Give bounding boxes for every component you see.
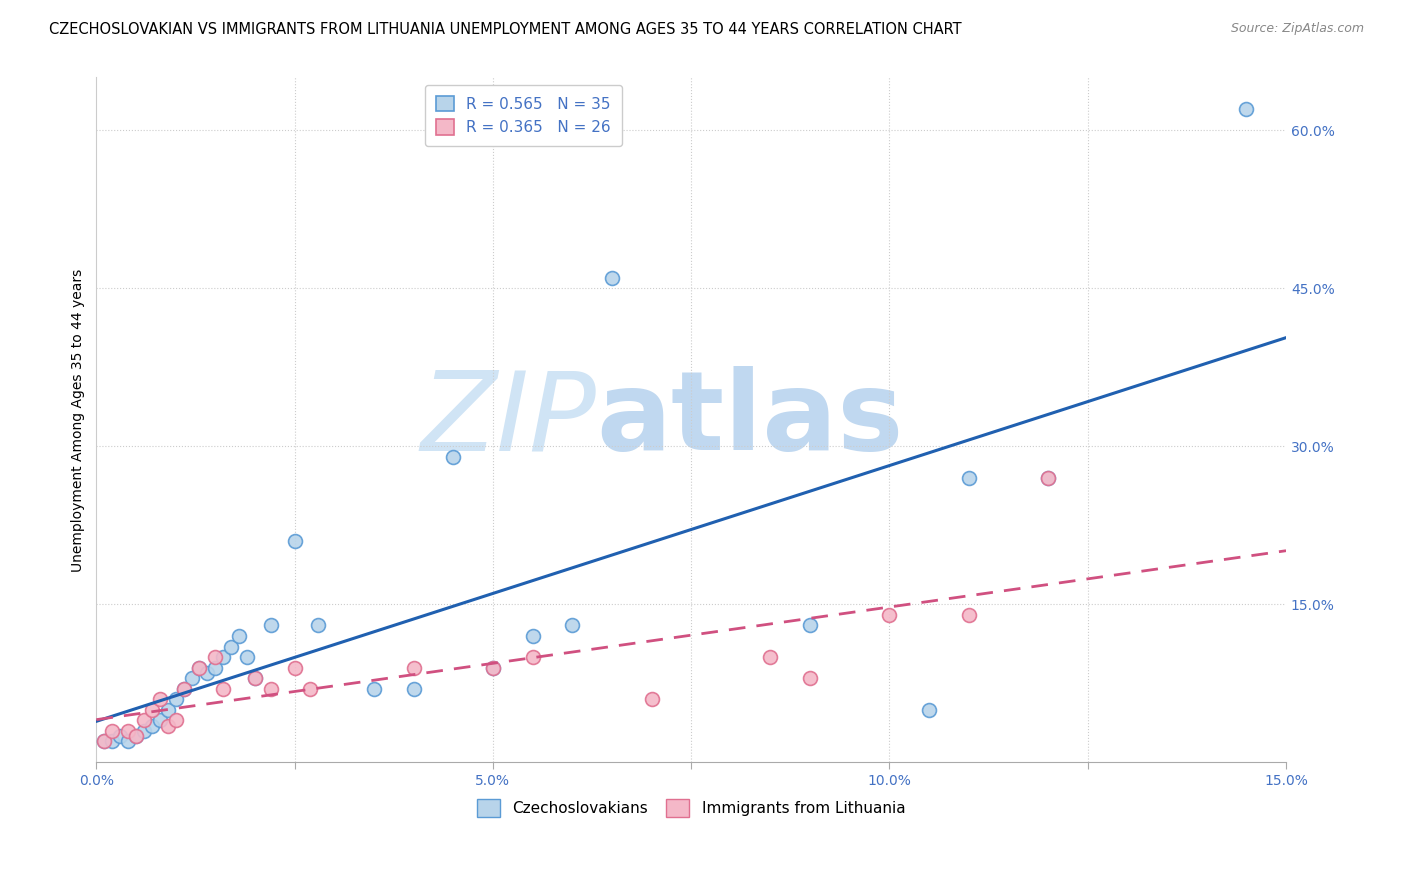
Point [117,734,139,748]
Point [156,718,179,732]
Point [1036,471,1059,485]
Point [188,660,211,674]
Point [363,681,385,696]
Point [1234,102,1257,116]
Point [482,660,505,674]
Point [799,671,821,685]
Point [260,681,283,696]
Point [117,723,139,738]
Point [284,534,307,549]
Point [482,660,505,674]
Point [141,718,163,732]
Point [101,734,124,748]
Point [640,692,662,706]
Point [101,723,124,738]
Point [173,681,195,696]
Point [180,671,202,685]
Point [402,681,425,696]
Point [236,650,259,665]
Point [243,671,266,685]
Point [561,618,583,632]
Point [402,660,425,674]
Point [243,671,266,685]
Point [260,618,283,632]
Point [132,713,155,727]
Point [149,692,172,706]
Point [284,660,307,674]
Point [212,681,235,696]
Point [212,650,235,665]
Point [197,665,219,680]
Point [156,703,179,717]
Point [799,618,821,632]
Point [441,450,464,464]
Text: Source: ZipAtlas.com: Source: ZipAtlas.com [1230,22,1364,36]
Point [149,713,172,727]
Point [228,629,250,643]
Point [1036,471,1059,485]
Point [600,270,623,285]
Point [188,660,211,674]
Point [879,607,901,622]
Point [132,723,155,738]
Point [204,660,226,674]
Text: ZIP: ZIP [420,367,596,474]
Point [141,703,163,717]
Text: CZECHOSLOVAKIAN VS IMMIGRANTS FROM LITHUANIA UNEMPLOYMENT AMONG AGES 35 TO 44 YE: CZECHOSLOVAKIAN VS IMMIGRANTS FROM LITHU… [49,22,962,37]
Point [93,734,115,748]
Point [522,650,544,665]
Point [204,650,226,665]
Point [957,471,980,485]
Point [125,729,148,743]
Point [307,618,329,632]
Point [173,681,195,696]
Legend: Czechoslovakians, Immigrants from Lithuania: Czechoslovakians, Immigrants from Lithua… [471,792,911,823]
Point [522,629,544,643]
Point [299,681,322,696]
Point [957,607,980,622]
Point [165,713,187,727]
Y-axis label: Unemployment Among Ages 35 to 44 years: Unemployment Among Ages 35 to 44 years [72,268,86,572]
Point [125,729,148,743]
Point [759,650,782,665]
Point [165,692,187,706]
Point [918,703,941,717]
Point [93,734,115,748]
Point [108,729,131,743]
Text: atlas: atlas [596,367,904,474]
Point [219,640,242,654]
